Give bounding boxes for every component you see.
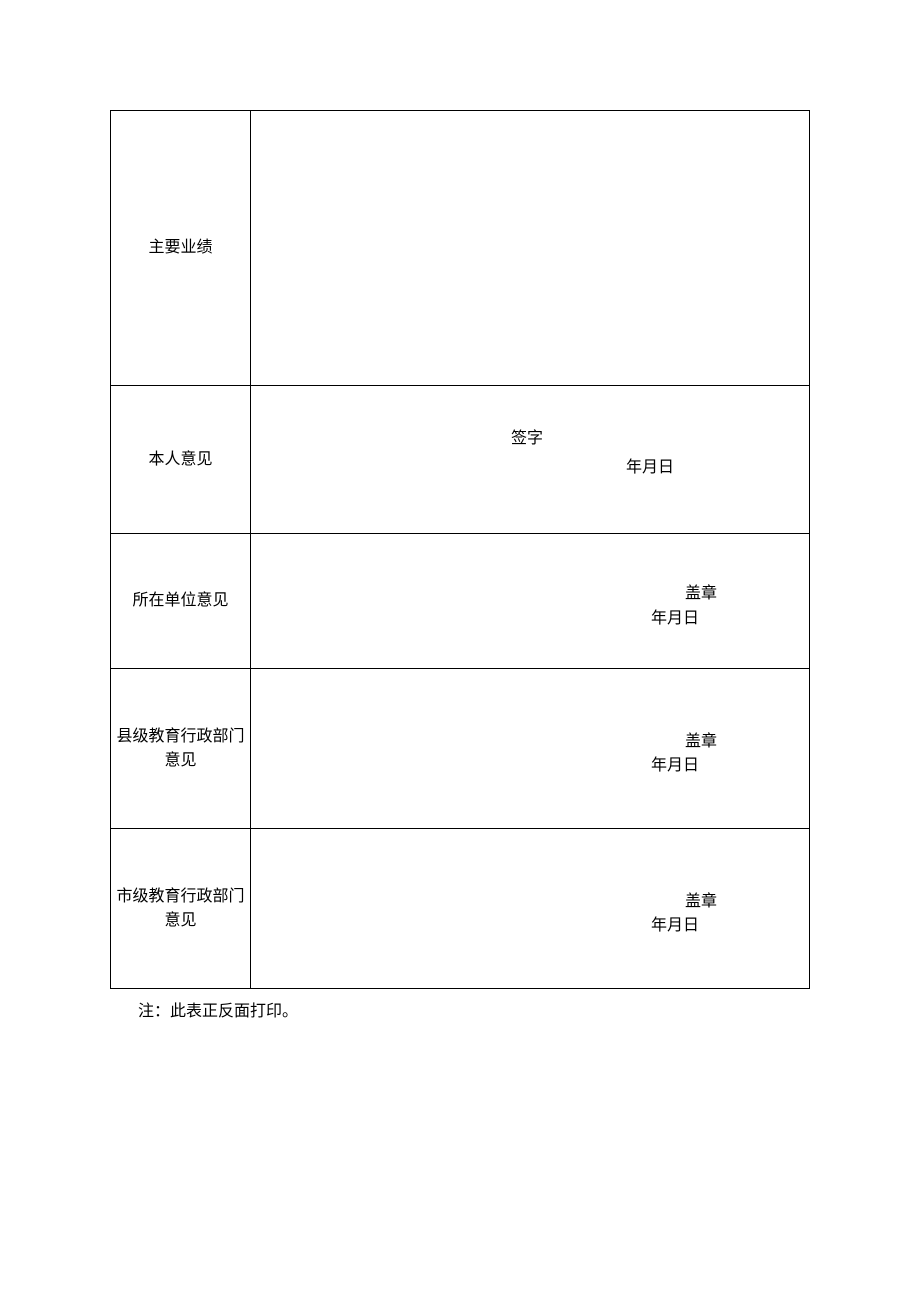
row-content-county-opinion: 盖章 年月日 [251,669,810,829]
row-label-achievements: 主要业绩 [111,111,251,386]
page-container: 主要业绩 本人意见 签字 年月日 所在单位意见 盖章 年月日 县级教育行政部门意… [0,0,920,1021]
table-row: 本人意见 签字 年月日 [111,386,810,534]
table-row: 县级教育行政部门意见 盖章 年月日 [111,669,810,829]
row-label-personal-opinion: 本人意见 [111,386,251,534]
row-content-unit-opinion: 盖章 年月日 [251,534,810,669]
date-label: 年月日 [651,751,699,775]
footer-note: 注：此表正反面打印。 [110,997,810,1021]
date-label: 年月日 [651,604,699,628]
date-label: 年月日 [651,911,699,935]
date-label: 年月日 [626,453,674,477]
form-table: 主要业绩 本人意见 签字 年月日 所在单位意见 盖章 年月日 县级教育行政部门意… [110,110,810,989]
seal-label: 盖章 [685,579,717,603]
table-row: 所在单位意见 盖章 年月日 [111,534,810,669]
table-row: 主要业绩 [111,111,810,386]
row-label-city-opinion: 市级教育行政部门意见 [111,829,251,989]
seal-label: 盖章 [685,727,717,751]
seal-label: 盖章 [685,887,717,911]
row-label-unit-opinion: 所在单位意见 [111,534,251,669]
row-content-achievements [251,111,810,386]
row-content-city-opinion: 盖章 年月日 [251,829,810,989]
row-label-county-opinion: 县级教育行政部门意见 [111,669,251,829]
row-content-personal-opinion: 签字 年月日 [251,386,810,534]
signature-label: 签字 [511,424,543,448]
table-row: 市级教育行政部门意见 盖章 年月日 [111,829,810,989]
